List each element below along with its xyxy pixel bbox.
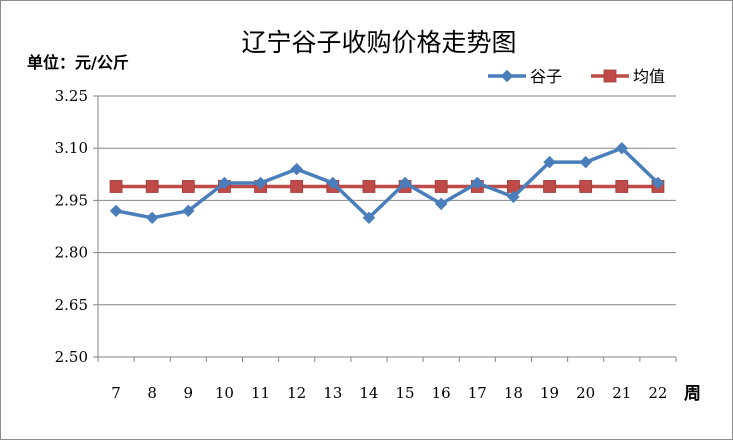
x-tick-label: 13 (323, 384, 342, 402)
series-average (109, 180, 665, 193)
x-tick-labels: 7 8 9 10 11 12 13 14 15 16 17 18 19 20 21 22 (111, 384, 667, 402)
data-point-average (145, 180, 159, 193)
data-point-millet (326, 176, 340, 190)
data-point-millet (398, 176, 412, 190)
y-tick-label: 2.80 (55, 244, 88, 262)
data-point-millet (254, 176, 267, 190)
legend: 谷子 均值 (488, 67, 665, 86)
data-point-average (362, 180, 376, 193)
y-tick-label: 3.10 (55, 139, 88, 157)
data-point-average (543, 180, 556, 193)
x-tick-label: 22 (648, 384, 667, 402)
x-tick-label: 8 (147, 384, 157, 402)
x-tick-label: 20 (576, 384, 595, 402)
data-point-millet (579, 155, 592, 169)
data-point-millet (109, 204, 123, 218)
legend-item-millet: 谷子 (488, 67, 562, 86)
data-point-millet (615, 141, 629, 155)
series-millet (109, 141, 665, 225)
chart-title: 辽宁谷子收购价格走势图 (241, 28, 516, 57)
data-point-millet (471, 176, 484, 190)
x-tick-label: 17 (468, 384, 487, 402)
series-line-millet (115, 146, 660, 220)
grid-lines (98, 95, 676, 358)
y-tick-labels: 2.50 2.65 2.80 2.95 3.10 3.25 (55, 87, 88, 366)
data-point-average (109, 180, 123, 193)
x-tick-label: 19 (540, 384, 559, 402)
data-point-average (290, 180, 304, 193)
legend-marker-average (603, 69, 617, 83)
data-point-average (181, 180, 195, 193)
x-tick-label: 16 (432, 384, 451, 402)
series-layer (109, 141, 665, 225)
data-point-average (434, 180, 448, 193)
x-tick-label: 10 (215, 384, 234, 402)
legend-label-average: 均值 (633, 67, 665, 86)
data-point-average (579, 180, 593, 193)
x-tick-label: 18 (504, 384, 523, 402)
data-point-average (615, 180, 629, 193)
y-tick-label: 2.95 (55, 191, 88, 209)
legend-item-average: 均值 (591, 67, 665, 86)
y-tick-label: 3.25 (55, 87, 88, 105)
data-point-millet (543, 155, 556, 169)
data-point-millet (362, 211, 376, 225)
data-point-millet (290, 162, 303, 176)
y-axis-unit-label: 单位：元/公斤 (27, 53, 129, 72)
data-point-millet (218, 176, 231, 190)
data-point-millet (434, 197, 448, 211)
y-tick-label: 2.50 (55, 348, 88, 366)
x-tick-label: 9 (184, 384, 194, 402)
axes (93, 95, 677, 362)
legend-label-millet: 谷子 (530, 67, 562, 86)
data-point-millet (651, 176, 665, 190)
data-point-millet (145, 211, 159, 225)
x-tick-label: 11 (251, 384, 270, 402)
x-tick-label: 7 (111, 384, 121, 402)
y-tick-label: 2.65 (55, 296, 88, 314)
x-tick-label: 12 (287, 384, 306, 402)
x-tick-label: 21 (612, 384, 631, 402)
x-tick-label: 15 (396, 384, 415, 402)
data-point-millet (507, 190, 520, 204)
x-tick-label: 14 (359, 384, 378, 402)
x-axis-unit-label: 周 (684, 384, 701, 404)
legend-marker-millet (500, 69, 514, 83)
data-point-millet (182, 204, 195, 218)
